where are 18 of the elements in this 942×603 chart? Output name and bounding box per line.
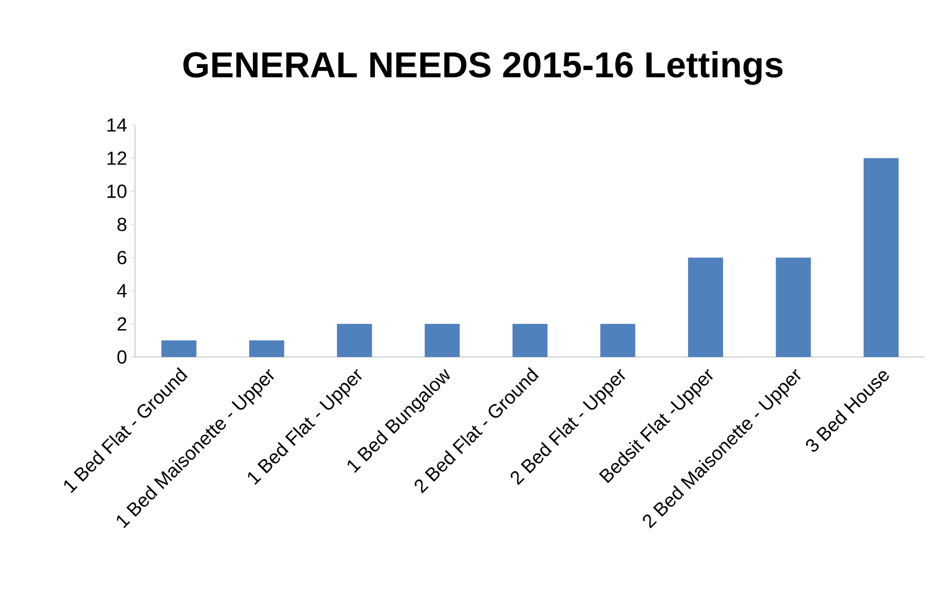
bar xyxy=(249,340,284,357)
bar xyxy=(336,324,372,357)
bar xyxy=(864,158,899,357)
y-tick-label: 0 xyxy=(117,350,126,364)
y-tick-label: 6 xyxy=(118,250,126,264)
bar xyxy=(424,324,460,357)
y-tick-label: 14 xyxy=(108,118,127,132)
bar xyxy=(512,324,548,357)
bar xyxy=(688,258,724,357)
y-tick-label: 2 xyxy=(118,317,126,330)
y-tick-label: 12 xyxy=(108,152,126,165)
bar xyxy=(161,340,196,357)
y-tick-label: 8 xyxy=(117,218,126,232)
y-tick-label: 4 xyxy=(117,284,127,298)
y-tick-label: 10 xyxy=(108,184,126,198)
bar xyxy=(776,258,811,357)
chart-title: GENERAL NEEDS 2015-16 Lettings xyxy=(183,51,783,85)
bar xyxy=(600,324,636,357)
